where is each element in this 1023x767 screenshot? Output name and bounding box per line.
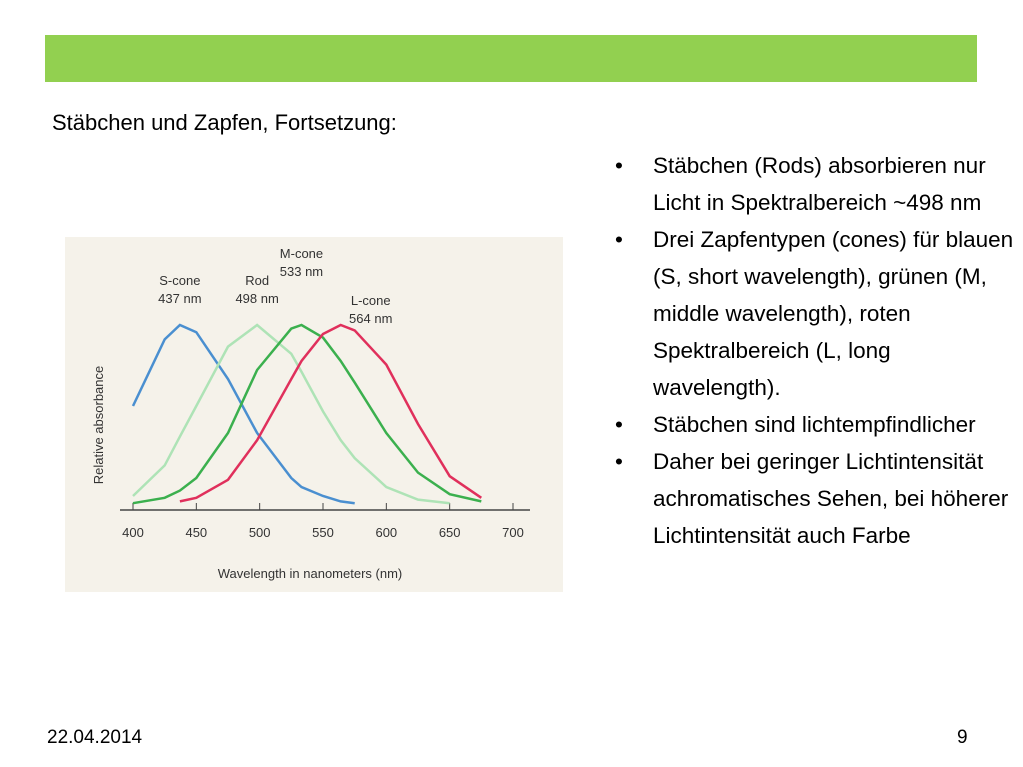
bullet-list: Stäbchen (Rods) absorbieren nur Licht in…	[615, 147, 1020, 554]
bullet: Stäbchen sind lichtempfindlicher	[615, 406, 1020, 443]
curve-label: M-cone	[280, 246, 323, 261]
x-tick-label: 650	[439, 525, 461, 540]
bullet: Stäbchen (Rods) absorbieren nur Licht in…	[615, 147, 1020, 221]
header-bar	[45, 35, 977, 82]
bullet: Daher bei geringer Lichtintensität achro…	[615, 443, 1020, 554]
x-tick-label: 400	[122, 525, 144, 540]
curve-label: S-cone	[159, 273, 200, 288]
peak-label: 437 nm	[158, 291, 201, 306]
series-line	[179, 323, 483, 503]
x-tick-label: 500	[249, 525, 271, 540]
x-axis-label: Wavelength in nanometers (nm)	[218, 566, 403, 581]
figure-background	[65, 237, 563, 592]
x-tick-label: 700	[502, 525, 524, 540]
curve-label: Rod	[245, 273, 269, 288]
series-line	[132, 323, 482, 505]
chart: Wavelength in nanometers (nm) Relative a…	[65, 237, 563, 592]
series-line	[131, 323, 355, 505]
series-line	[132, 323, 450, 505]
x-tick-label: 550	[312, 525, 334, 540]
x-tick-label: 600	[375, 525, 397, 540]
peak-label: 564 nm	[349, 311, 392, 326]
y-axis-label: Relative absorbance	[91, 366, 106, 485]
peak-label: 498 nm	[235, 291, 278, 306]
x-tick-label: 450	[185, 525, 207, 540]
page-number: 9	[957, 727, 968, 748]
bullet: Drei Zapfentypen (cones) für blauen (S, …	[615, 221, 1020, 406]
curve-label: L-cone	[351, 293, 391, 308]
slide-title: Stäbchen und Zapfen, Fortsetzung:	[52, 110, 397, 135]
footer-date: 22.04.2014	[47, 727, 143, 748]
peak-label: 533 nm	[280, 264, 323, 279]
